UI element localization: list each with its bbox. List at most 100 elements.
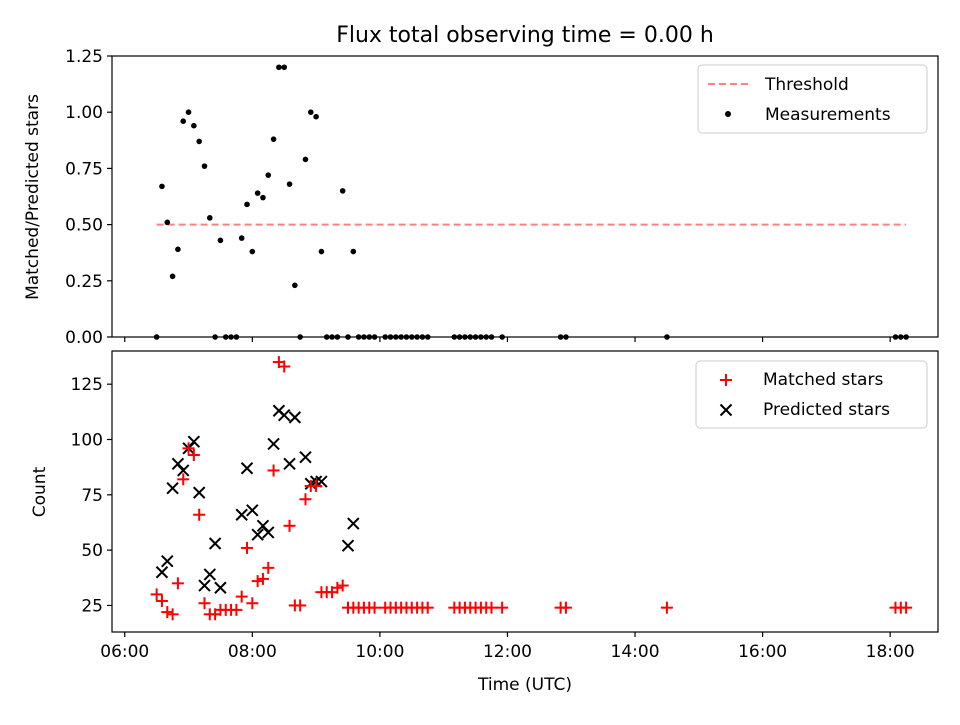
measurement-point [313,113,319,120]
measurement-point [196,138,202,145]
matched-point [166,608,179,621]
y-tick-label: 100 [71,431,103,451]
count-panel-ylabel: Count [30,466,50,517]
predicted-point-b [235,508,248,521]
measurement-point [286,181,293,187]
y-tick-label: 0.25 [65,272,103,292]
y-tick-label: 0.75 [65,159,103,179]
measurement-point [302,156,309,163]
matched-point [278,360,291,373]
measurement-point [270,136,277,142]
x-tick-label: 14:00 [611,642,660,662]
matched-point [310,479,323,492]
predicted-point [246,504,259,517]
matched-point [331,581,344,594]
matched-point [559,601,572,614]
predicted-point [177,464,190,477]
measurement-point [339,188,346,194]
measurement-point [175,246,181,253]
matched-point [187,448,200,461]
matched-point [241,541,254,554]
legend-threshold-label: Threshold [764,75,849,95]
predicted-point [240,462,254,475]
matched-point [336,579,349,592]
predicted-point-b [187,435,201,448]
matched-point [262,561,275,574]
predicted-point-b [347,517,360,530]
measurement-point [292,282,298,289]
ratio-panel-ticks: 0.00 0.25 0.50 0.75 1.00 1.25 [65,47,891,348]
matched-point [294,599,307,612]
measurement-point [260,194,266,201]
x-tick-label: 16:00 [738,642,787,662]
matched-point [283,519,296,532]
x-tick-label: 18:00 [866,642,915,662]
count-panel-marks [150,356,913,621]
ratio-legend-box [697,64,928,134]
count-panel-legend: Matched stars Predicted stars [695,360,928,429]
measurement-point [281,64,288,71]
y-tick-label: 25 [81,596,103,616]
predicted-point-b [288,411,302,424]
predicted-point-b [166,481,179,495]
x-tick-label: 12:00 [483,642,532,662]
predicted-point-b [203,568,217,581]
ratio-panel-ylabel: Matched/Predicted stars [23,94,43,300]
measurement-point [276,64,282,71]
ratio-panel: 0.00 0.25 0.50 0.75 1.00 1.25 Matched/Predict… [23,47,939,348]
x-tick-label: 06:00 [100,642,149,662]
predicted-point-b [198,579,211,592]
y-tick-label: 0.50 [65,216,103,236]
legend-measurements-label: Measurements [765,105,891,125]
predicted-point [267,437,280,451]
matched-point [155,595,168,608]
predicted-point [262,526,275,539]
matched-point [267,464,280,477]
predicted-point-b [208,537,222,550]
chart-title: Flux total observing time = 0.00 h [336,23,714,48]
legend-measurements-swatch [725,111,731,117]
predicted-point-b [240,462,254,475]
predicted-point [251,528,264,541]
predicted-point [235,508,248,521]
legend-predicted-marker-b [719,403,733,417]
predicted-point-b [177,464,190,477]
predicted-point [161,554,174,568]
predicted-point [208,537,222,550]
measurement-point [207,215,213,221]
measurement-point [265,172,272,178]
predicted-point [283,457,296,471]
matched-point [198,597,211,610]
matched-point [485,601,498,614]
matched-point [256,572,269,585]
predicted-point-b [267,437,280,451]
ratio-panel-frame [111,55,939,338]
x-axis-label: Time (UTC) [477,675,572,695]
matched-point [299,493,312,506]
predicted-point-b [246,504,259,517]
measurement-point [164,219,171,226]
matched-point [161,606,174,619]
predicted-point [278,408,291,422]
predicted-point [214,581,227,594]
predicted-point-b [283,457,296,471]
predicted-point-b [262,526,275,539]
predicted-point [203,568,217,581]
matched-point [246,597,259,610]
matched-point [235,590,248,603]
measurement-point [217,237,224,244]
y-tick-label: 1.25 [65,47,103,67]
measurement-point [318,248,325,255]
y-tick-label: 75 [81,486,103,506]
legend-predicted-marker [719,403,733,417]
predicted-point-b [341,539,355,552]
predicted-point-b [278,408,291,422]
matched-point [660,601,673,614]
matched-point [368,601,381,614]
measurement-point [307,109,314,115]
predicted-point [198,579,211,592]
legend-predicted-label: Predicted stars [763,400,890,420]
matched-point [171,577,184,590]
predicted-point [187,435,201,448]
